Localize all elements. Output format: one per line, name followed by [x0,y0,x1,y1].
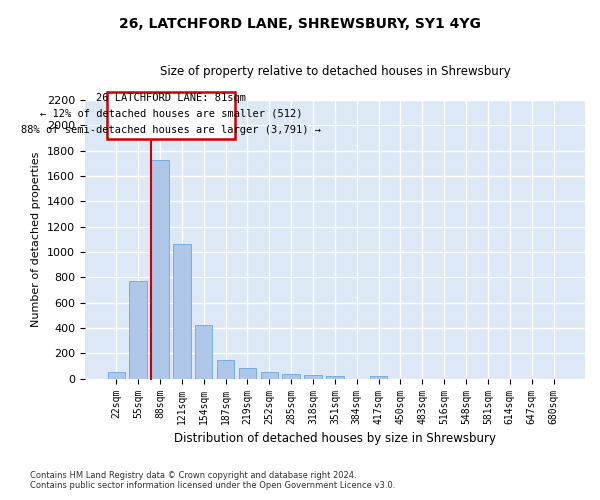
Bar [130,281,147,378]
Bar [260,372,278,378]
Bar [370,376,388,378]
Text: Contains HM Land Registry data © Crown copyright and database right 2024.
Contai: Contains HM Land Registry data © Crown c… [30,470,395,490]
Bar [304,375,322,378]
X-axis label: Distribution of detached houses by size in Shrewsbury: Distribution of detached houses by size … [174,432,496,445]
Bar [151,160,169,378]
Bar [195,326,212,378]
Bar [283,374,300,378]
Text: 26 LATCHFORD LANE: 81sqm
← 12% of detached houses are smaller (512)
88% of semi-: 26 LATCHFORD LANE: 81sqm ← 12% of detach… [21,94,321,134]
Y-axis label: Number of detached properties: Number of detached properties [31,152,41,327]
FancyBboxPatch shape [107,92,235,140]
Bar [326,376,344,378]
Bar [217,360,235,378]
Bar [173,244,191,378]
Text: 26, LATCHFORD LANE, SHREWSBURY, SY1 4YG: 26, LATCHFORD LANE, SHREWSBURY, SY1 4YG [119,18,481,32]
Bar [107,372,125,378]
Title: Size of property relative to detached houses in Shrewsbury: Size of property relative to detached ho… [160,65,510,78]
Bar [239,368,256,378]
